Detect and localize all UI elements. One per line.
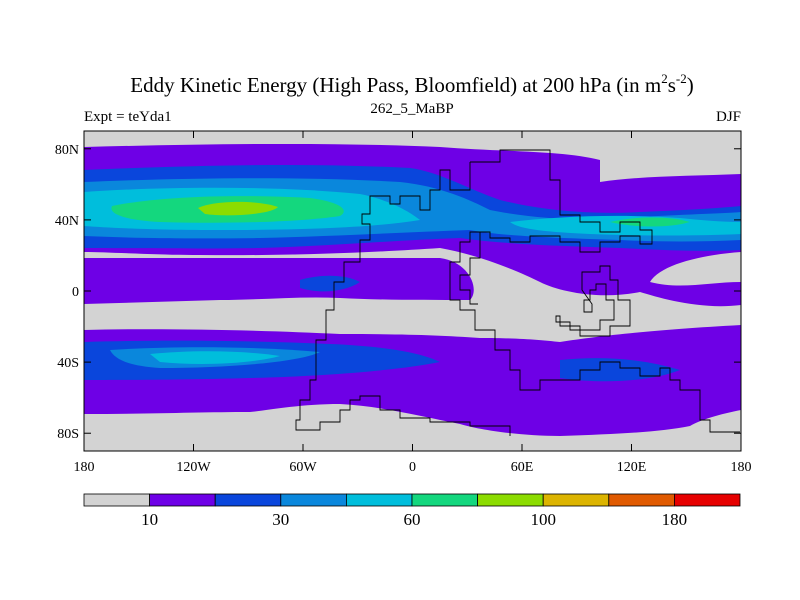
y-tick-label: 40S: [57, 356, 79, 371]
x-axis: 180 120W 60W 0 60E 120E 180: [74, 131, 752, 475]
colorbar-swatch: [477, 493, 544, 507]
season-label: DJF: [716, 109, 741, 125]
colorbar-swatch: [83, 493, 150, 507]
field-north-level6: [198, 201, 278, 216]
field-south-level2b: [560, 358, 680, 382]
colorbar-label: 60: [404, 510, 421, 529]
plot-area: [84, 131, 741, 451]
x-tick-label: 180: [731, 460, 752, 475]
colorbar: 10 30 60 100 180: [83, 493, 741, 529]
field-pacific-level5: [610, 217, 690, 227]
y-tick-label: 0: [72, 285, 79, 300]
y-tick-label: 40N: [55, 214, 79, 229]
x-tick-label: 120W: [176, 460, 211, 475]
y-axis: 80N 40N 0 40S 80S: [55, 143, 741, 442]
y-tick-label: 80S: [57, 427, 79, 442]
coastlines: [295, 149, 740, 436]
colorbar-swatch: [542, 493, 610, 507]
colorbar-label: 10: [141, 510, 158, 529]
colorbar-swatch: [280, 493, 347, 507]
x-tick-label: 120E: [617, 460, 647, 475]
experiment-label: Expt = teYda1: [84, 109, 172, 125]
y-tick-label: 80N: [55, 143, 79, 158]
chart-title: Eddy Kinetic Energy (High Pass, Bloomfie…: [130, 71, 694, 97]
field-south-level4: [150, 351, 280, 364]
colorbar-label: 100: [530, 510, 556, 529]
colorbar-swatch: [149, 493, 216, 507]
colorbar-swatch: [345, 493, 413, 507]
field-tropics: [84, 258, 474, 304]
colorbar-swatch: [411, 493, 478, 507]
colorbar-label: 180: [662, 510, 688, 529]
colorbar-swatch: [674, 493, 741, 507]
x-tick-label: 60E: [511, 460, 534, 475]
colorbar-label: 30: [272, 510, 289, 529]
x-tick-label: 0: [409, 460, 416, 475]
field-equator-level2: [300, 275, 360, 292]
x-tick-label: 60W: [289, 460, 317, 475]
x-tick-label: 180: [74, 460, 95, 475]
colorbar-swatch: [608, 493, 675, 507]
colorbar-swatch: [214, 493, 282, 507]
chart-subtitle: 262_5_MaBP: [370, 101, 453, 117]
